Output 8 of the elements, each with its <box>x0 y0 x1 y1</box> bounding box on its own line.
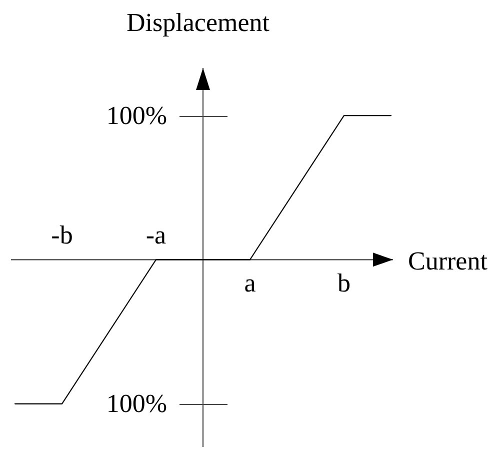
y-axis-title: Displacement <box>126 8 270 37</box>
x-tick-label: -b <box>51 220 73 250</box>
y-tick-label: 100% <box>106 100 167 130</box>
x-tick-label: a <box>244 268 256 298</box>
x-tick-label: b <box>338 268 350 298</box>
x-tick-label: -a <box>146 220 167 250</box>
y-tick-label: 100% <box>106 389 167 418</box>
x-axis-title: Current <box>408 246 488 276</box>
